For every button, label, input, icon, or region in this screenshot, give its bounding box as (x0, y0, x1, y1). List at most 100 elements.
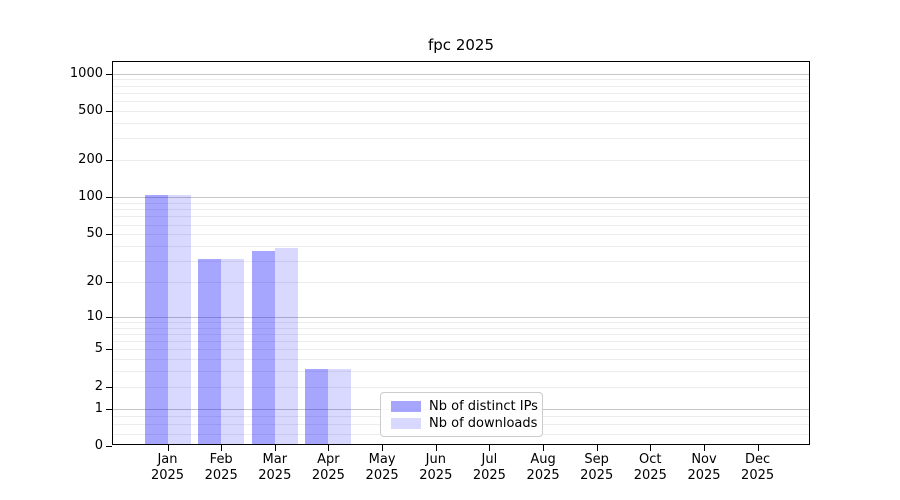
x-tick-month: Mar (262, 452, 288, 467)
y-tick-label: 20 (86, 273, 103, 289)
x-tick (596, 445, 598, 451)
gridline-minor (113, 260, 809, 262)
x-tick (167, 445, 169, 451)
y-tick (106, 73, 112, 75)
x-tick-year: 2025 (150, 468, 185, 483)
gridline-minor (113, 224, 809, 226)
x-tick-label: Mar 2025 (243, 452, 307, 484)
y-tick-label: 5 (94, 341, 103, 357)
y-tick-label: 100 (78, 189, 103, 205)
x-tick (435, 445, 437, 451)
gridline-minor (113, 281, 809, 283)
gridline-minor (113, 111, 809, 112)
bar-nb-of-downloads-mar (274, 248, 298, 444)
y-tick (106, 446, 112, 447)
x-tick-month: Oct (639, 452, 662, 467)
x-tick-month: Feb (209, 452, 233, 467)
x-tick-month: Sep (584, 452, 609, 467)
x-tick-year: 2025 (741, 468, 775, 483)
x-tick-label: Sep 2025 (565, 452, 629, 484)
x-tick-month: Jan (157, 452, 178, 467)
gridline-minor (113, 101, 809, 103)
gridline-minor (113, 202, 809, 204)
gridline-minor (113, 386, 809, 388)
x-tick (489, 445, 491, 451)
x-tick-label: Nov 2025 (672, 452, 736, 484)
gridline-minor (113, 327, 809, 329)
bar-nb-of-downloads-apr (328, 369, 352, 444)
x-tick-label: Jan 2025 (136, 452, 200, 484)
x-tick-label: Apr 2025 (296, 452, 360, 484)
x-tick-label: Feb 2025 (189, 452, 253, 484)
x-tick (543, 445, 545, 451)
bar-nb-of-downloads-feb (221, 258, 245, 444)
y-tick (106, 160, 112, 162)
gridline-minor (113, 333, 809, 335)
x-tick-year: 2025 (633, 468, 667, 483)
y-tick (106, 234, 112, 236)
gridline-major (113, 73, 809, 75)
x-tick-month: Apr (317, 452, 340, 467)
chart-title: fpc 2025 (428, 36, 494, 54)
x-tick-label: Oct 2025 (618, 452, 682, 484)
gridline-minor (113, 321, 809, 323)
gridline-major (113, 316, 809, 318)
legend-label-downloads: Nb of downloads (429, 415, 538, 431)
y-tick-label: 200 (78, 152, 103, 168)
gridline-minor (113, 79, 809, 81)
x-tick (704, 445, 705, 451)
bar-nb-of-downloads-jan (167, 195, 191, 444)
x-tick (221, 445, 223, 451)
gridline-minor (113, 85, 809, 87)
gridline-minor (113, 92, 809, 94)
x-tick-label: Jul 2025 (457, 452, 521, 484)
bar-nb-of-distinct-ips-mar (251, 250, 275, 444)
gridline-minor (113, 341, 809, 343)
gridline-minor (113, 123, 809, 124)
y-tick-label: 2 (94, 378, 103, 394)
x-tick (757, 445, 759, 451)
gridline-minor (113, 234, 809, 236)
legend-item-downloads: Nb of downloads (391, 415, 542, 432)
y-tick-label: 500 (78, 103, 103, 118)
gridline-minor (113, 209, 809, 211)
legend-item-distinct-ips: Nb of distinct IPs (391, 398, 542, 415)
x-tick-month: Dec (745, 452, 771, 467)
gridline-minor (113, 160, 809, 162)
x-tick-year: 2025 (687, 468, 721, 483)
gridline-minor (113, 245, 809, 247)
y-tick (106, 197, 112, 199)
bar-nb-of-distinct-ips-feb (198, 258, 222, 444)
legend-label-distinct-ips: Nb of distinct IPs (429, 398, 538, 414)
gridline-minor (113, 216, 809, 218)
x-tick-year: 2025 (419, 468, 453, 483)
x-tick-label: Dec 2025 (726, 452, 790, 484)
y-tick (106, 349, 112, 351)
y-tick-label: 50 (86, 226, 103, 242)
x-tick-year: 2025 (526, 468, 560, 483)
gridline-minor (113, 349, 809, 351)
x-tick-month: Jun (425, 452, 446, 467)
x-tick-month: Jul (481, 452, 498, 467)
x-tick-year: 2025 (204, 468, 238, 483)
x-tick-label: Aug 2025 (511, 452, 575, 484)
gridline-minor (113, 138, 809, 140)
x-tick (650, 445, 652, 451)
plot-area: 0 1 2 5 10 20 50 100 200 500 1000 Jan 2025 Feb 2025 Mar… (70, 61, 810, 483)
x-tick (382, 445, 384, 451)
y-tick-label: 0 (94, 438, 103, 453)
x-tick (328, 445, 330, 451)
x-tick (274, 445, 276, 451)
x-tick-month: May (368, 452, 396, 467)
y-tick (106, 111, 112, 112)
x-tick-year: 2025 (258, 468, 292, 483)
x-tick-year: 2025 (311, 468, 345, 483)
y-tick (106, 408, 112, 410)
legend: Nb of distinct IPs Nb of downloads (380, 392, 543, 437)
gridline-major (113, 197, 809, 199)
y-tick (106, 316, 112, 318)
bar-nb-of-distinct-ips-jan (144, 195, 168, 444)
bar-nb-of-distinct-ips-apr (305, 369, 329, 444)
x-tick-month: Aug (530, 452, 556, 467)
gridline-minor (113, 359, 809, 361)
